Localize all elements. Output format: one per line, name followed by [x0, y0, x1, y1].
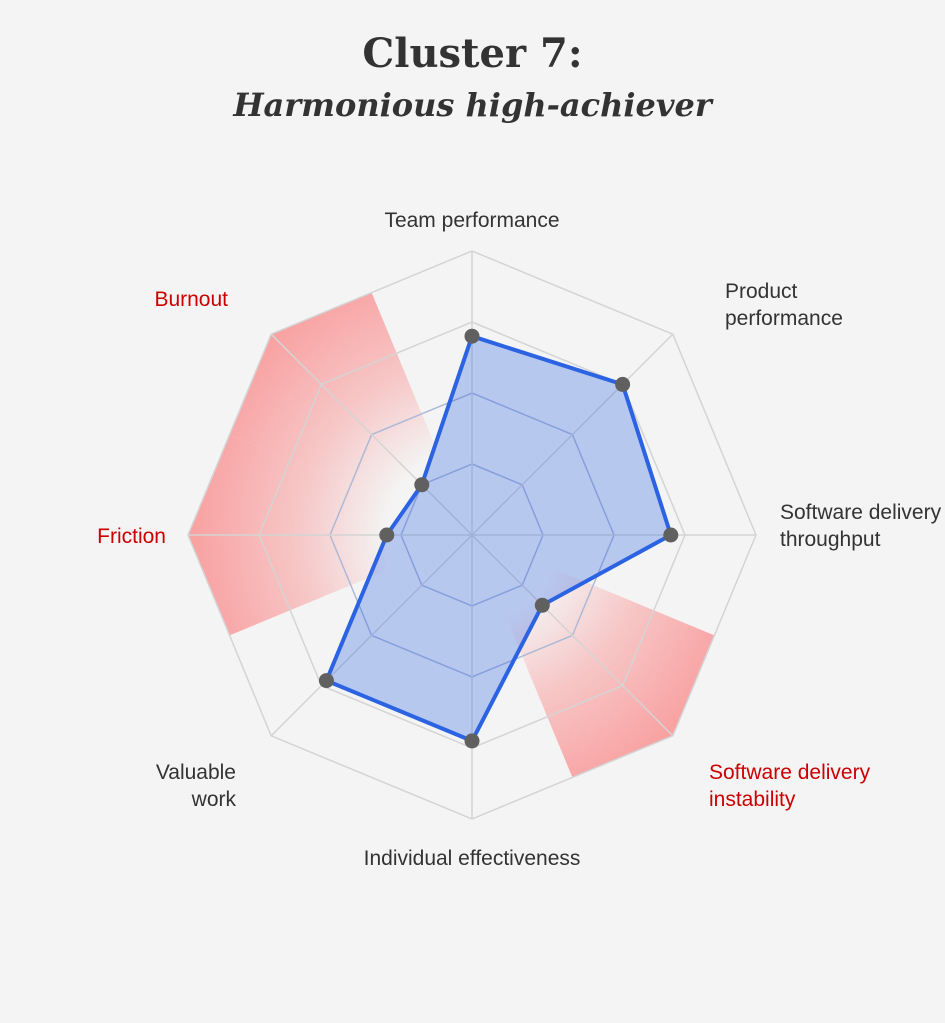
axis-label: Product performance: [725, 280, 843, 330]
grid-spoke: [270, 333, 473, 536]
chart-subtitle: Harmonious high-achiever: [233, 86, 712, 124]
data-point: [663, 527, 679, 543]
axis-label-line: Software delivery: [780, 501, 942, 524]
axis-labels: Team performance Product performance Softwa…: [97, 209, 941, 870]
axis-label: Burnout: [154, 288, 228, 311]
axis-label: Valuable work: [156, 761, 237, 811]
data-point: [464, 733, 480, 749]
grid-spoke: [270, 534, 473, 737]
axis-label-line: instability: [709, 788, 796, 811]
axis-label: Friction: [97, 525, 166, 548]
data-point: [318, 673, 334, 689]
data-point: [464, 328, 480, 344]
chart-title: Cluster 7:: [362, 30, 583, 77]
data-points: [318, 328, 679, 749]
axis-label-line: Software delivery: [709, 761, 871, 784]
axis-label: Software delivery throughput: [780, 501, 942, 551]
axis-label-line: Friction: [97, 525, 166, 548]
data-point: [615, 376, 631, 392]
axis-label: Individual effectiveness: [364, 847, 581, 870]
axis-label: Team performance: [384, 209, 559, 232]
axis-label-line: Team performance: [384, 209, 559, 232]
axis-label-line: Product: [725, 280, 798, 303]
axis-label-line: work: [191, 788, 237, 811]
radar-grid: [187, 250, 757, 820]
axis-label-line: throughput: [780, 528, 881, 551]
axis-label-line: performance: [725, 307, 843, 330]
data-point: [379, 527, 395, 543]
axis-label-line: Valuable: [156, 761, 236, 784]
axis-label-line: Burnout: [154, 288, 228, 311]
grid-spoke: [471, 333, 674, 536]
data-point: [534, 597, 550, 613]
axis-label-line: Individual effectiveness: [364, 847, 581, 870]
axis-label: Software delivery instability: [709, 761, 871, 811]
data-point: [414, 477, 430, 493]
grid-spoke: [471, 534, 674, 737]
